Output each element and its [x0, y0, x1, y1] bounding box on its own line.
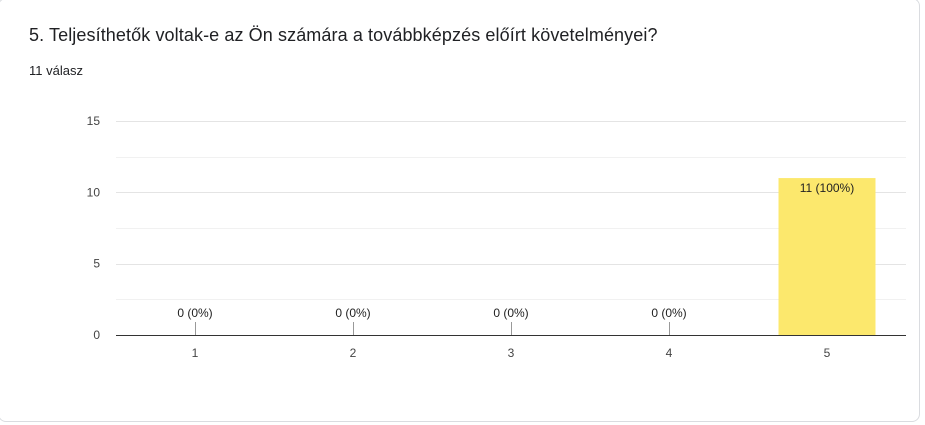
x-tick-label: 1	[192, 346, 199, 360]
x-tick-label: 3	[508, 346, 515, 360]
y-tick-label: 0	[93, 328, 100, 342]
y-tick-label: 5	[93, 257, 100, 271]
data-label-4: 0 (0%)	[651, 306, 686, 320]
x-tick-label: 2	[350, 346, 357, 360]
data-label-3: 0 (0%)	[493, 306, 528, 320]
y-tick-label: 10	[87, 185, 101, 199]
question-title: 5. Teljesíthetők voltak-e az Ön számára …	[29, 25, 658, 45]
x-tick-label: 5	[824, 346, 831, 360]
x-tick-label: 4	[666, 346, 673, 360]
data-labels: 0 (0%) 0 (0%) 0 (0%) 0 (0%) 11 (100%)	[177, 181, 854, 320]
bars	[778, 178, 876, 335]
gridlines	[116, 121, 906, 300]
bar-5	[778, 178, 876, 335]
y-tick-label: 15	[87, 114, 101, 128]
data-label-5: 11 (100%)	[800, 181, 854, 195]
data-label-2: 0 (0%)	[335, 306, 370, 320]
response-count: 11 válasz	[29, 63, 83, 78]
data-label-1: 0 (0%)	[177, 306, 212, 320]
axes: 0 5 10 15 1 2 3 4 5	[87, 114, 906, 360]
